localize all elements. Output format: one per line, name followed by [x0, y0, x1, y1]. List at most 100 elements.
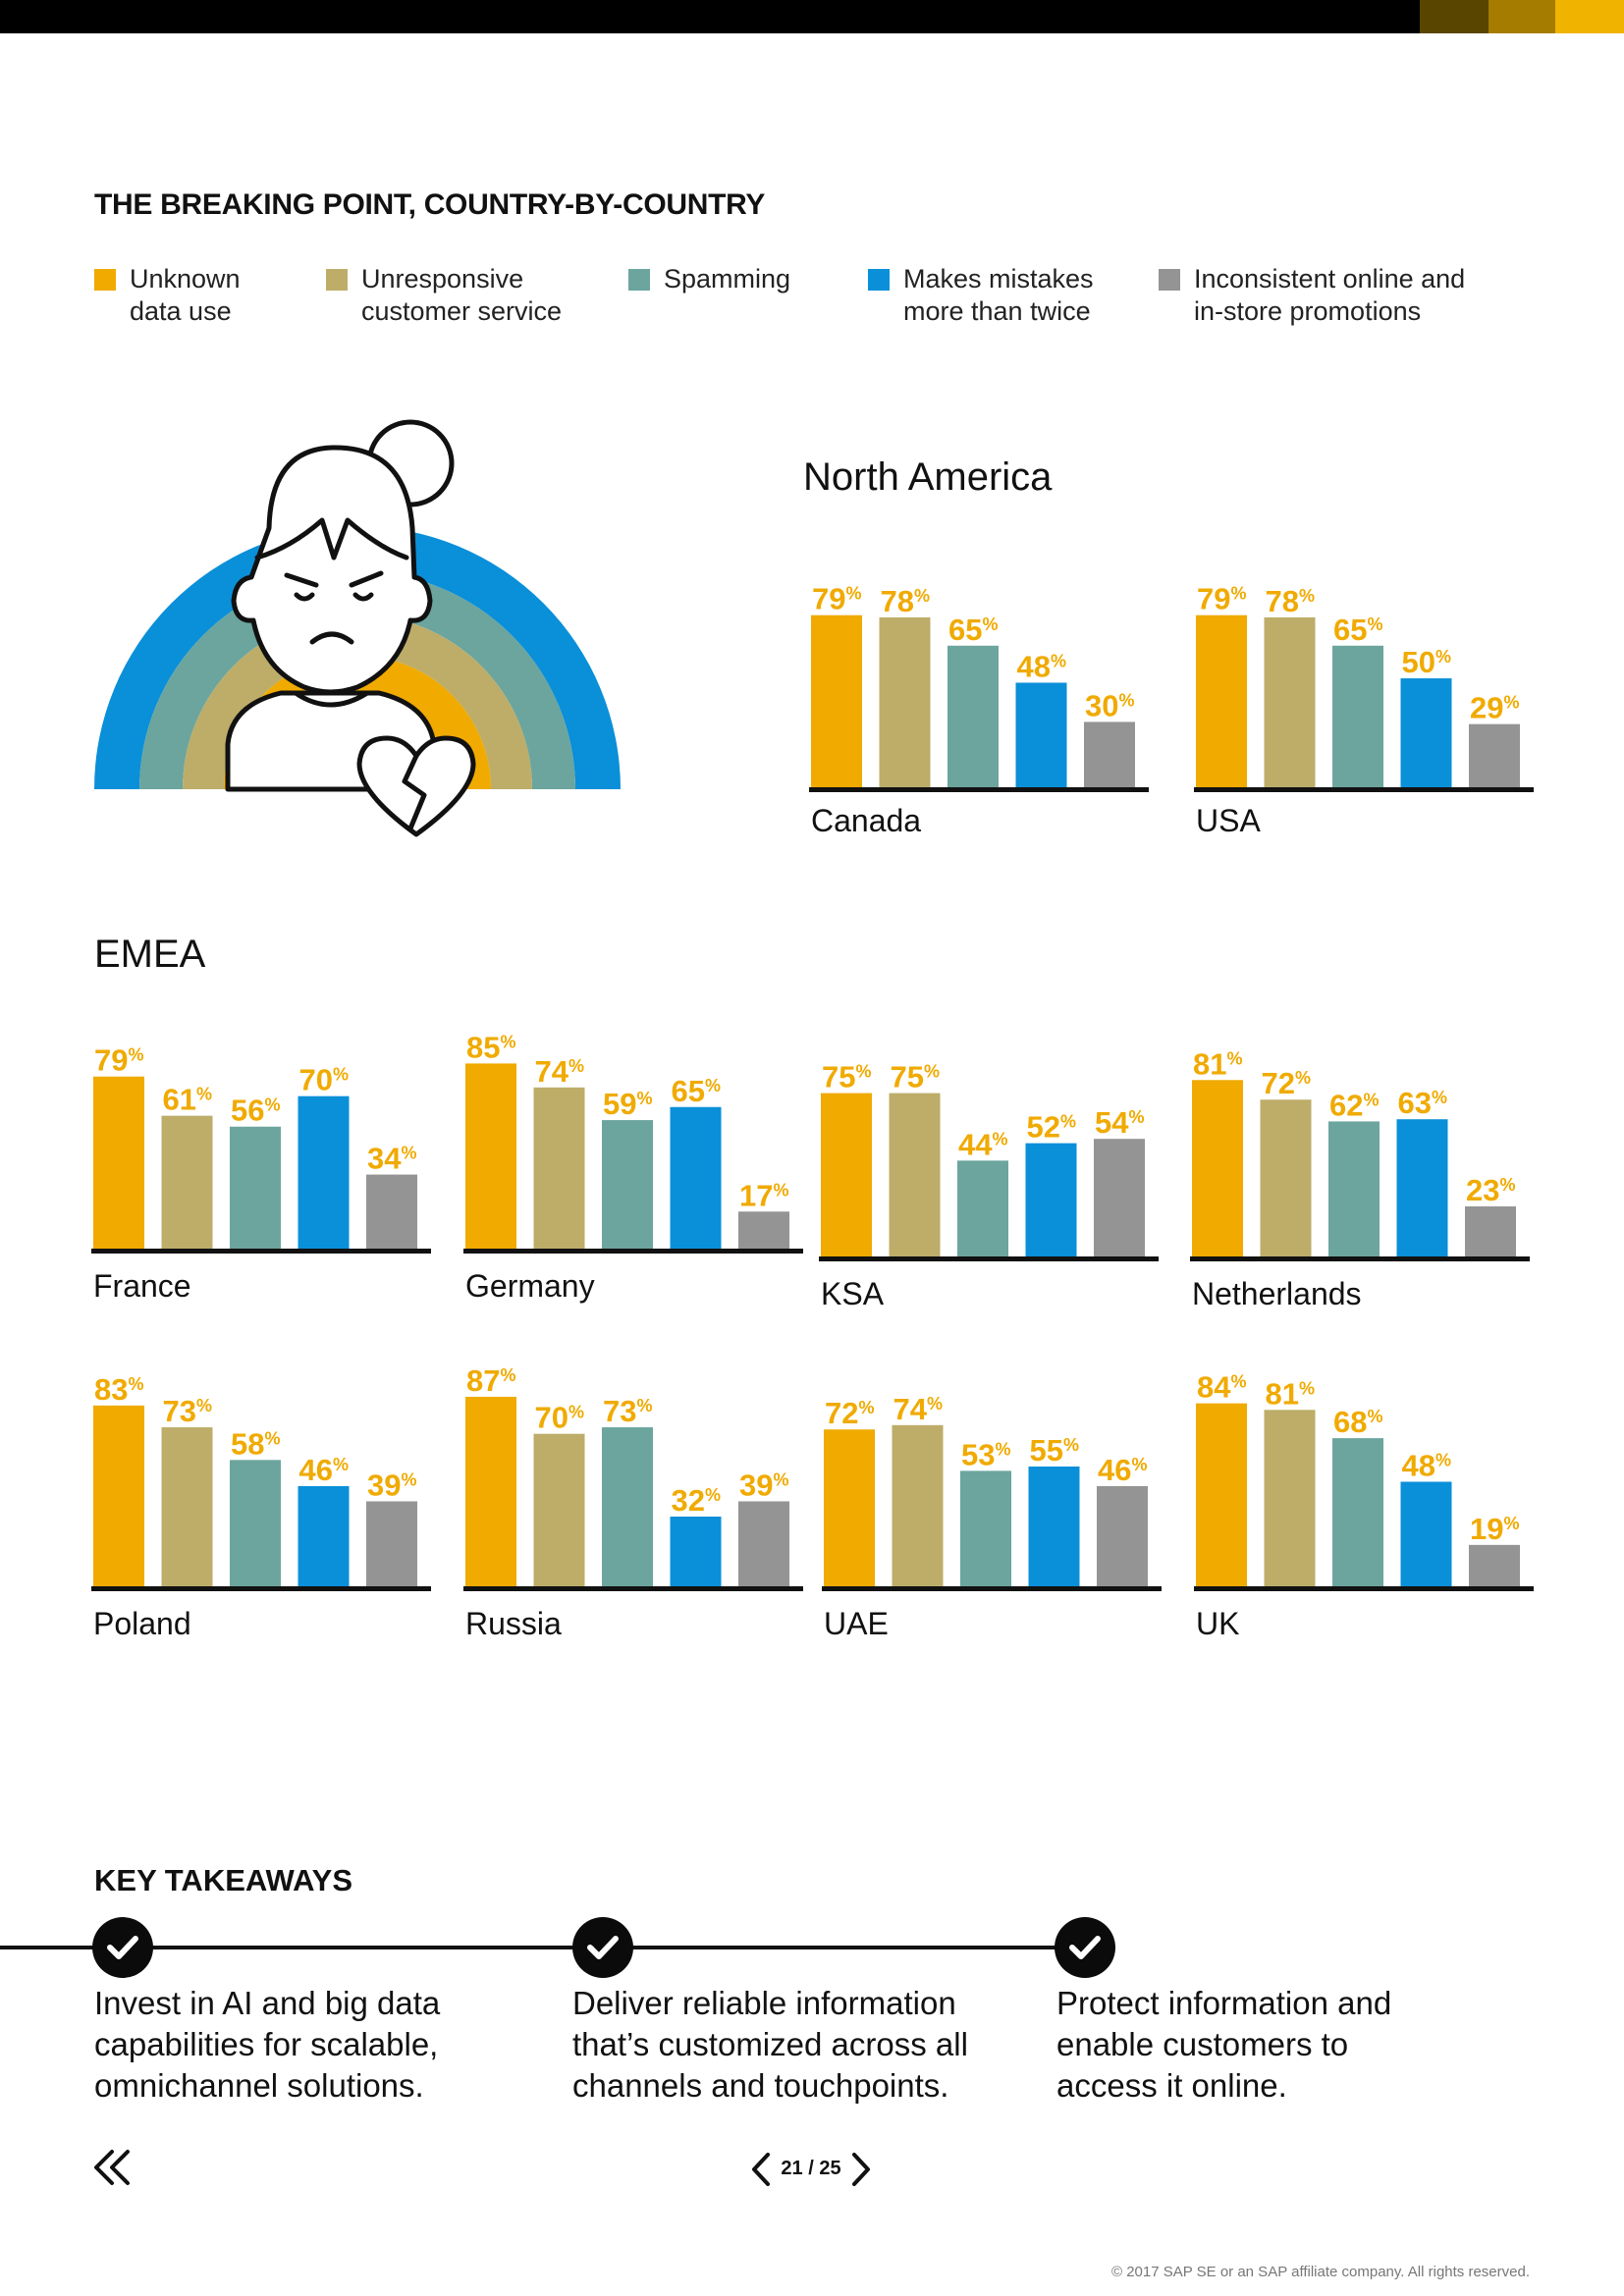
- country-chart-ksa: 75% 75% 44% 52% 54% KSA: [819, 1009, 1172, 1311]
- bar: [161, 1427, 213, 1586]
- bar: [533, 1433, 585, 1586]
- bar: [821, 1093, 872, 1256]
- bar: [465, 1396, 516, 1586]
- bar: [465, 1063, 516, 1249]
- bar-value-label: 53%: [961, 1437, 1011, 1471]
- legend-item: Makes mistakes more than twice: [868, 263, 1123, 332]
- bar: [947, 645, 999, 787]
- bar-value-label: 81%: [1266, 1376, 1316, 1411]
- bar: [602, 1427, 653, 1586]
- bar: [892, 1424, 944, 1586]
- bar-value-label: 52%: [1027, 1110, 1077, 1145]
- country-chart-russia: 87% 70% 73% 32% 39% Russia: [463, 1339, 817, 1641]
- bar: [533, 1087, 585, 1249]
- baseline: [819, 1256, 1159, 1261]
- bar-value-label: 56%: [231, 1094, 281, 1128]
- legend-swatch: [868, 269, 890, 291]
- bar-value-label: 46%: [1098, 1453, 1148, 1487]
- bar-value-label: 39%: [739, 1468, 789, 1502]
- country-label: KSA: [821, 1276, 885, 1311]
- bar-value-label: 75%: [822, 1060, 872, 1095]
- takeaway-check-icon: [92, 1917, 153, 1978]
- bar: [957, 1160, 1008, 1256]
- country-label: USA: [1196, 803, 1261, 838]
- bar: [1332, 645, 1383, 787]
- bar-value-label: 32%: [672, 1483, 722, 1518]
- top-bar-accent-2: [1489, 0, 1555, 33]
- key-takeaways-title: KEY TAKEAWAYS: [94, 1863, 353, 1897]
- baseline: [463, 1249, 803, 1254]
- bar-value-label: 62%: [1329, 1088, 1380, 1122]
- bar: [602, 1120, 653, 1249]
- bar: [811, 614, 862, 787]
- region-title-north-america: North America: [803, 455, 1053, 499]
- previous-page-icon[interactable]: [750, 2152, 772, 2187]
- top-bar: [0, 0, 1624, 33]
- bar-chart: 85% 74% 59% 65% 17%: [463, 1030, 803, 1254]
- bar-value-label: 65%: [672, 1074, 722, 1108]
- bar-chart: 87% 70% 73% 32% 39%: [463, 1363, 803, 1591]
- bar: [366, 1501, 417, 1586]
- broken-heart-icon: [356, 735, 476, 837]
- bar-chart: 81% 72% 62% 63% 23%: [1190, 1046, 1530, 1261]
- bar-value-label: 87%: [466, 1363, 516, 1398]
- legend-swatch: [94, 269, 116, 291]
- bar: [161, 1115, 213, 1249]
- bar-value-label: 17%: [739, 1178, 789, 1212]
- bar-value-label: 85%: [466, 1030, 516, 1064]
- country-chart-netherlands: 81% 72% 62% 63% 23% Netherlands: [1190, 1009, 1543, 1311]
- bar: [1025, 1143, 1077, 1256]
- bar-value-label: 74%: [893, 1392, 944, 1426]
- bar: [670, 1516, 722, 1586]
- country-chart-canada: 79% 78% 65% 48% 30% Canada: [809, 540, 1163, 838]
- double-chevron-left-icon[interactable]: [90, 2148, 134, 2187]
- bar-value-label: 65%: [1333, 613, 1383, 647]
- bar-chart: 75% 75% 44% 52% 54%: [819, 1060, 1159, 1261]
- bar-value-label: 79%: [812, 582, 862, 616]
- bar-value-label: 73%: [603, 1394, 653, 1428]
- legend-label: Inconsistent online and in-store promoti…: [1194, 264, 1466, 326]
- bar-value-label: 34%: [367, 1142, 417, 1176]
- bar-chart: 79% 78% 65% 50% 29%: [1194, 582, 1534, 792]
- baseline: [91, 1249, 431, 1254]
- bar: [1332, 1438, 1383, 1586]
- bar-value-label: 84%: [1197, 1370, 1247, 1405]
- bar: [1469, 723, 1520, 787]
- baseline: [1190, 1256, 1530, 1261]
- takeaway-text: Invest in AI and big data capabilities f…: [94, 1985, 441, 2104]
- baseline: [463, 1586, 803, 1591]
- bar: [1084, 721, 1135, 787]
- girl-icon: [225, 419, 455, 792]
- country-chart-usa: 79% 78% 65% 50% 29% USA: [1194, 540, 1547, 838]
- legend-swatch: [628, 269, 650, 291]
- bar: [1015, 682, 1067, 787]
- bar-value-label: 81%: [1193, 1046, 1243, 1081]
- bar-value-label: 72%: [1262, 1066, 1312, 1100]
- bar: [1196, 614, 1247, 787]
- bar-value-label: 23%: [1466, 1173, 1516, 1207]
- country-label: Germany: [465, 1268, 595, 1304]
- next-page-icon[interactable]: [850, 2152, 872, 2187]
- bar-value-label: 75%: [891, 1060, 941, 1095]
- bar: [1264, 616, 1316, 787]
- bar-value-label: 61%: [163, 1083, 213, 1117]
- copyright-notice: © 2017 SAP SE or an SAP affiliate compan…: [1110, 2264, 1530, 2280]
- bar-value-label: 50%: [1402, 645, 1452, 679]
- baseline: [822, 1586, 1162, 1591]
- bar-value-label: 59%: [603, 1087, 653, 1121]
- bar-value-label: 54%: [1095, 1105, 1145, 1140]
- bar-value-label: 72%: [825, 1396, 875, 1430]
- bar-chart: 72% 74% 53% 55% 46%: [822, 1392, 1162, 1591]
- bar: [1396, 1119, 1448, 1256]
- baseline: [1194, 1586, 1534, 1591]
- bar: [1465, 1205, 1516, 1256]
- bar-value-label: 79%: [94, 1043, 144, 1078]
- takeaway-check-icon: [1055, 1917, 1115, 1978]
- bar-chart: 84% 81% 68% 48% 19%: [1194, 1370, 1534, 1591]
- bar-value-label: 39%: [367, 1468, 417, 1502]
- bar: [1400, 678, 1452, 787]
- bar: [824, 1429, 875, 1586]
- bar-value-label: 30%: [1085, 688, 1135, 722]
- country-label: UAE: [824, 1606, 889, 1641]
- country-label: Canada: [811, 803, 922, 838]
